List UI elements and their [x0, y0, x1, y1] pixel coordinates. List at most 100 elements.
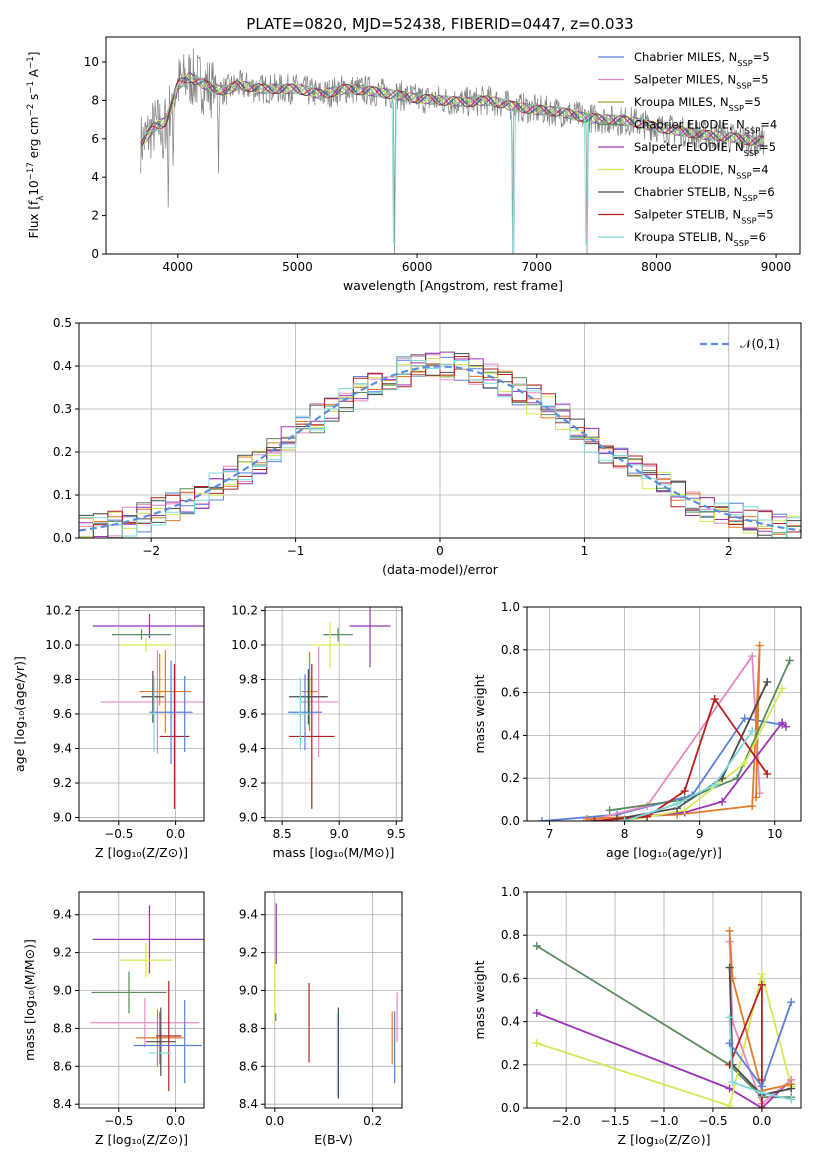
label-part: Chabrier MILES, N — [634, 50, 737, 64]
label-part: SSP — [736, 81, 751, 91]
y-tick-label: 0.4 — [501, 728, 520, 742]
label-part: A — [27, 68, 41, 81]
x-tick-label: 0.0 — [752, 1114, 771, 1128]
weight-line — [536, 945, 792, 1099]
y-tick-label: 9.2 — [239, 946, 258, 960]
x-tick-label: −2 — [142, 544, 160, 558]
weight-marker — [680, 806, 689, 815]
y-tick-label: 9.8 — [53, 672, 72, 686]
label-part: −1 — [26, 56, 36, 69]
weight-marker — [757, 1104, 766, 1108]
y-tick-label: 10.2 — [231, 603, 258, 617]
label-part: Chabrier ELODIE, N — [634, 118, 745, 132]
label-part: SSP — [737, 58, 752, 68]
x-tick-label: 0.0 — [166, 1114, 185, 1128]
y-tick-label: 6 — [91, 132, 99, 146]
label-part: 10 — [27, 180, 41, 195]
y-tick-label: 0.2 — [501, 771, 520, 785]
x-tick-label: 9 — [696, 827, 704, 841]
axes-frame — [264, 891, 403, 1109]
x-tick-label: 0.0 — [166, 827, 185, 841]
x-tick-label: 0.0 — [265, 1114, 284, 1128]
x-tick-label: 8 — [621, 827, 629, 841]
x-tick-label: −0.5 — [104, 827, 133, 841]
y-tick-label: 9.4 — [239, 742, 258, 756]
y-tick-label: 10 — [84, 55, 99, 69]
weight-marker — [532, 942, 541, 950]
x-tick-label: 6000 — [402, 260, 433, 274]
weight-marker — [755, 789, 764, 798]
label-part: SSP — [742, 193, 757, 203]
plot-area — [538, 641, 794, 821]
plot-area — [79, 351, 801, 538]
weight-marker — [532, 1039, 541, 1048]
weight-marker — [532, 1008, 541, 1017]
y-axis-label: Flux [fλ10−17 erg cm−2 s−1 A−1] — [26, 52, 46, 239]
y-tick-label: 0.6 — [501, 971, 520, 985]
y-tick-label: 10.0 — [45, 638, 72, 652]
spectrum-model-line — [140, 78, 765, 146]
y-tick-label: 8.4 — [239, 1097, 258, 1111]
y-tick-label: 8.4 — [53, 1097, 72, 1111]
weight-marker — [725, 963, 734, 972]
weight-marker — [740, 759, 749, 768]
label-part: −2 — [26, 104, 36, 117]
label-part: =6 — [749, 230, 766, 244]
label-part: s — [27, 94, 41, 104]
label-part: Kroupa ELODIE, N — [634, 163, 736, 177]
y-tick-label: 0.3 — [53, 402, 72, 416]
y-tick-label: 0 — [91, 247, 99, 261]
weight-marker — [740, 714, 749, 723]
y-tick-label: 9.0 — [239, 984, 258, 998]
label-part: SSP — [734, 238, 749, 248]
panels: 4000 5000 6000 7000 8000 90000246810wavelengt… — [12, 36, 802, 1147]
label-part: SSP — [729, 103, 744, 113]
weight-marker — [718, 797, 727, 806]
x-tick-label: 7 — [546, 827, 554, 841]
y-tick-label: 0.6 — [501, 686, 520, 700]
panel-massweight-vs-age: 7 8 9 10 0.0 0.2 0.4 0.6 0.8 1.0 age [log₁₀(age/yr… — [472, 600, 802, 860]
label-part: Salpeter ELODIE, N — [634, 140, 744, 154]
panel-age-vs-mass: 8.5 9.0 9.5 9.0 9.2 9.4 9.6 9.8 10.0 10.2 mass [lo… — [231, 603, 406, 860]
plot-area — [532, 926, 796, 1108]
weight-marker — [583, 814, 592, 821]
legend-label: Chabrier ELODIE, NSSP=4 — [634, 118, 777, 136]
x-axis-label: Z [log₁₀(Z/Z⊙)] — [95, 845, 188, 860]
x-tick-label: 2 — [725, 544, 733, 558]
label-part: λ — [36, 196, 46, 201]
y-axis-label: mass weight — [472, 960, 487, 1039]
weight-line — [536, 1012, 792, 1108]
panel-spectrum: 4000 5000 6000 7000 8000 9000 0 2 4 6 8 10 wavelengt… — [26, 36, 801, 293]
y-tick-label: 0.1 — [53, 488, 72, 502]
y-tick-label: 0.0 — [501, 1101, 520, 1115]
label-part: −1 — [26, 81, 36, 94]
y-tick-label: 10.0 — [231, 638, 258, 652]
label-part: SSP — [745, 126, 760, 136]
axes-frame — [105, 36, 801, 255]
label-part: =5 — [752, 73, 769, 87]
legend-label: 𝒩(0,1) — [740, 337, 780, 351]
weight-marker — [757, 970, 766, 979]
legend-label: Chabrier MILES, NSSP=5 — [634, 50, 770, 68]
weight-marker — [673, 799, 682, 808]
legend-label: Kroupa ELODIE, NSSP=4 — [634, 163, 769, 181]
x-tick-label: 8000 — [641, 260, 672, 274]
panel-mass-vs-Z: −0.5 0.0 8.4 8.6 8.8 9.0 9.2 9.4 Z [log₁₀(Z/Z⊙)]… — [22, 891, 205, 1147]
normal-reference-curve — [79, 365, 801, 532]
label-part: =4 — [760, 118, 777, 132]
weight-marker — [787, 1095, 796, 1104]
weight-marker — [755, 641, 764, 650]
legend-label: Salpeter ELODIE, NSSP=5 — [634, 140, 776, 158]
x-tick-label: −1.5 — [601, 1114, 630, 1128]
weight-marker — [757, 980, 766, 989]
y-tick-label: 9.4 — [239, 908, 258, 922]
y-tick-label: 9.0 — [239, 811, 258, 825]
y-tick-label: 1.0 — [501, 885, 520, 899]
weight-marker — [680, 787, 689, 796]
histogram-line — [79, 356, 801, 538]
panel-massweight-vs-Z: −2.0 −1.5 −1.0 −0.5 0.0 0.0 0.2 0.4 0.6 0.8 1.0 Z [… — [472, 885, 802, 1147]
weight-marker — [787, 1084, 796, 1093]
weight-marker — [728, 1078, 737, 1087]
y-tick-label: 8 — [91, 93, 99, 107]
